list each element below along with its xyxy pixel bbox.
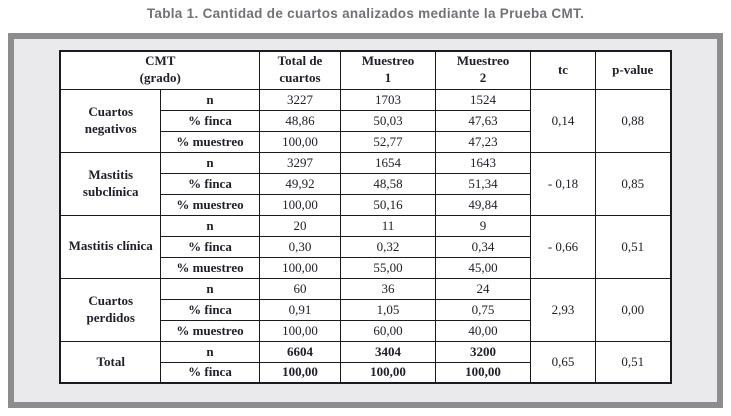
metric-label: % muestreo (159, 319, 261, 342)
value-cell: 49,84 (435, 193, 531, 216)
table-row: % finca 0,30 0,32 0,34 (60, 235, 670, 258)
value-cell: 1524 (435, 88, 531, 111)
value-cell: 0,34 (435, 235, 531, 258)
figure-frame: CMT (grado) Total de cuartos Muestreo 1 … (8, 33, 723, 408)
value-cell: 6604 (259, 340, 341, 363)
tc-value: - 0,66 (530, 214, 596, 279)
table-row: % muestreo 100,00 50,16 49,84 (60, 193, 670, 216)
header-muestreo-2: Muestreo 2 (435, 50, 531, 90)
group-label: Total (59, 340, 161, 384)
value-cell: 1703 (340, 88, 436, 111)
pvalue-value: 0,00 (595, 277, 671, 342)
value-cell: 52,77 (340, 130, 436, 153)
value-cell: 9 (435, 214, 531, 237)
value-cell: 40,00 (435, 319, 531, 342)
metric-label: n (159, 214, 261, 237)
table-row: Cuartos negativos n 3227 1703 1524 0,14 … (59, 88, 671, 153)
tc-value: - 0,18 (530, 151, 596, 216)
value-cell: 0,30 (259, 235, 341, 258)
value-cell: 100,00 (259, 319, 341, 342)
value-cell: 24 (435, 277, 531, 300)
cmt-results-table: CMT (grado) Total de cuartos Muestreo 1 … (59, 50, 672, 384)
group-label: Mastitis subclínica (59, 151, 161, 216)
group-label: Mastitis clínica (59, 214, 161, 279)
table-row: % muestreo 100,00 55,00 45,00 (60, 256, 670, 279)
group-label: Cuartos perdidos (59, 277, 161, 342)
value-cell: 100,00 (259, 256, 341, 279)
metric-label: % finca (159, 361, 261, 384)
value-cell: 3227 (259, 88, 341, 111)
metric-label: % finca (159, 172, 261, 195)
table-row: Mastitis clínica n 20 11 9 - 0,66 0,51 (59, 214, 671, 279)
header-total-cuartos: Total de cuartos (259, 50, 341, 90)
value-cell: 100,00 (435, 361, 531, 384)
value-cell: 20 (259, 214, 341, 237)
value-cell: 50,16 (340, 193, 436, 216)
value-cell: 45,00 (435, 256, 531, 279)
group-label: Cuartos negativos (59, 88, 161, 153)
value-cell: 47,63 (435, 109, 531, 132)
metric-label: % muestreo (159, 193, 261, 216)
metric-label: % finca (159, 109, 261, 132)
metric-label: n (159, 340, 261, 363)
header-muestreo-1: Muestreo 1 (340, 50, 436, 90)
pvalue-value: 0,88 (595, 88, 671, 153)
value-cell: 55,00 (340, 256, 436, 279)
header-pvalue: p-value (595, 50, 671, 90)
table-row: Total n 6604 3404 3200 0,65 0,51 (59, 340, 671, 384)
metric-label: % muestreo (159, 256, 261, 279)
value-cell: 0,32 (340, 235, 436, 258)
value-cell: 100,00 (259, 193, 341, 216)
table-row: Cuartos perdidos n 60 36 24 2,93 0,00 (59, 277, 671, 342)
value-cell: 0,91 (259, 298, 341, 321)
value-cell: 100,00 (340, 361, 436, 384)
metric-label: n (159, 151, 261, 174)
value-cell: 0,75 (435, 298, 531, 321)
table-row: % finca 0,91 1,05 0,75 (60, 298, 670, 321)
tc-value: 0,65 (530, 340, 596, 384)
value-cell: 47,23 (435, 130, 531, 153)
pvalue-value: 0,51 (595, 340, 671, 384)
value-cell: 36 (340, 277, 436, 300)
table-caption: Tabla 1. Cantidad de cuartos analizados … (146, 6, 585, 21)
value-cell: 100,00 (259, 361, 341, 384)
table-row: Mastitis subclínica n 3297 1654 1643 - 0… (59, 151, 671, 216)
value-cell: 50,03 (340, 109, 436, 132)
header-row: CMT (grado) Total de cuartos Muestreo 1 … (59, 50, 671, 90)
value-cell: 1,05 (340, 298, 436, 321)
tc-value: 2,93 (530, 277, 596, 342)
header-tc: tc (530, 50, 596, 90)
value-cell: 48,58 (340, 172, 436, 195)
pvalue-value: 0,85 (595, 151, 671, 216)
header-cmt-grado: CMT (grado) (59, 50, 261, 90)
pvalue-value: 0,51 (595, 214, 671, 279)
value-cell: 11 (340, 214, 436, 237)
value-cell: 60,00 (340, 319, 436, 342)
metric-label: % finca (159, 298, 261, 321)
value-cell: 1654 (340, 151, 436, 174)
value-cell: 3297 (259, 151, 341, 174)
metric-label: n (159, 88, 261, 111)
value-cell: 48,86 (259, 109, 341, 132)
table-row: % finca 100,00 100,00 100,00 (60, 361, 670, 384)
tc-value: 0,14 (530, 88, 596, 153)
value-cell: 60 (259, 277, 341, 300)
value-cell: 3200 (435, 340, 531, 363)
metric-label: % finca (159, 235, 261, 258)
metric-label: % muestreo (159, 130, 261, 153)
value-cell: 100,00 (259, 130, 341, 153)
value-cell: 3404 (340, 340, 436, 363)
metric-label: n (159, 277, 261, 300)
value-cell: 51,34 (435, 172, 531, 195)
table-row: % finca 49,92 48,58 51,34 (60, 172, 670, 195)
value-cell: 1643 (435, 151, 531, 174)
value-cell: 49,92 (259, 172, 341, 195)
